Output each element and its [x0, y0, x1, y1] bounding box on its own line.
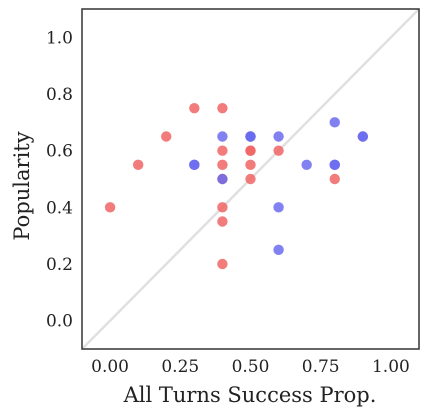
- x-tick-label: 0.25: [161, 357, 199, 377]
- x-tick-label: 0.50: [232, 357, 270, 377]
- y-tick-label: 0.2: [46, 255, 73, 275]
- scatter-point: [273, 202, 284, 213]
- y-tick-label: 1.0: [46, 28, 73, 48]
- y-tick-label: 0.0: [46, 312, 73, 332]
- plot-area: [81, 8, 420, 350]
- scatter-point: [189, 102, 200, 114]
- scatter-point: [329, 117, 340, 128]
- scatter-point: [217, 131, 228, 142]
- scatter-point: [189, 159, 200, 171]
- scatter-point: [273, 145, 284, 156]
- scatter-point: [217, 216, 228, 227]
- scatter-point: [104, 202, 116, 213]
- scatter-point: [357, 131, 369, 142]
- x-tick-label: 1.00: [372, 357, 410, 377]
- plot-frame: [81, 8, 420, 350]
- scatter-point: [245, 145, 256, 156]
- y-tick-label: 0.4: [46, 198, 73, 218]
- scatter-point: [217, 159, 228, 171]
- scatter-point: [245, 131, 256, 142]
- scatter-point: [161, 131, 172, 142]
- scatter-point: [245, 173, 256, 185]
- scatter-point: [273, 244, 284, 256]
- y-tick-label: 0.6: [46, 142, 73, 162]
- y-tick-label: 0.8: [46, 85, 73, 105]
- scatter-point: [245, 159, 256, 171]
- scatter-point: [217, 145, 228, 156]
- scatter-point: [217, 102, 228, 114]
- scatter-point: [273, 131, 284, 142]
- scatter-point: [329, 159, 340, 171]
- scatter-point: [329, 173, 340, 185]
- scatter-point: [301, 159, 312, 171]
- x-tick-label: 0.00: [91, 357, 129, 377]
- y-axis-label: Popularity: [10, 131, 34, 240]
- tick-labels: 0.00 0.25 0.50 0.75 1.00 0.0 0.2 0.4 0.6 0.8 1.0: [46, 28, 410, 377]
- x-axis-label: All Turns Success Prop.: [123, 383, 377, 407]
- scatter-point: [132, 159, 144, 171]
- scatter-point: [217, 202, 228, 213]
- x-tick-label: 0.75: [302, 357, 340, 377]
- scatter-point: [217, 258, 228, 270]
- scatter-point: [217, 173, 228, 185]
